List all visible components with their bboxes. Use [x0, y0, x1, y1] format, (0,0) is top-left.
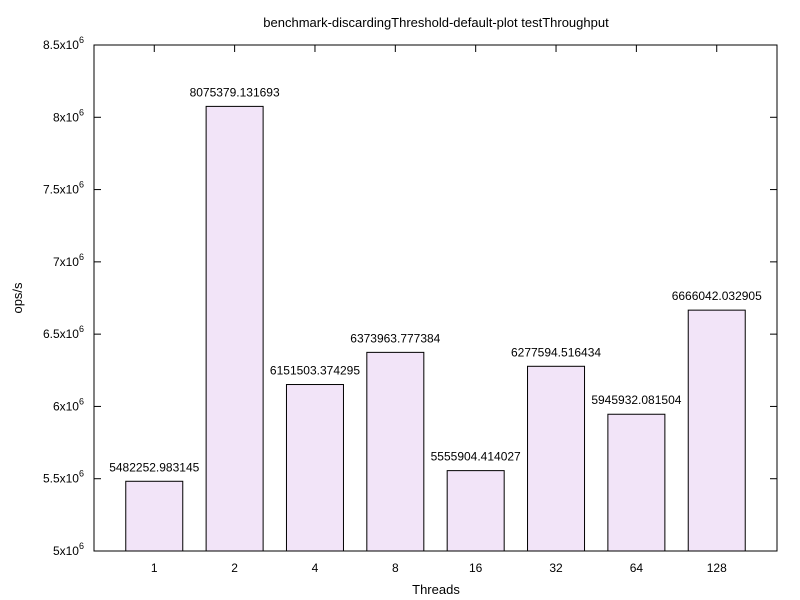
y-tick-mantissa: 8.5x10 — [43, 38, 79, 52]
bars — [125, 105, 746, 552]
y-tick-exponent: 6 — [79, 35, 84, 45]
bar-value-label: 6373963.777384 — [350, 331, 440, 345]
y-tick-label: 5.5x106 — [43, 469, 84, 486]
bar-value-label: 6666042.032905 — [672, 289, 762, 303]
bar-threads-128 — [687, 309, 746, 552]
bar-threads-1 — [125, 480, 184, 552]
y-tick-exponent: 6 — [79, 324, 84, 334]
bar-value-label: 5555904.414027 — [431, 450, 521, 464]
x-tick-label: 128 — [707, 561, 727, 575]
bar-threads-2 — [205, 105, 264, 552]
bar-value-label: 5945932.081504 — [591, 393, 681, 407]
bar-threads-4 — [285, 384, 344, 552]
bar-threads-32 — [527, 365, 586, 552]
x-tick-label: 64 — [630, 561, 644, 575]
bar-threads-64 — [607, 413, 666, 552]
y-tick-exponent: 6 — [79, 396, 84, 406]
y-tick-mantissa: 5x10 — [53, 544, 79, 558]
y-tick-exponent: 6 — [79, 180, 84, 190]
y-tick-mantissa: 8x10 — [53, 110, 79, 124]
y-tick-label: 6.5x106 — [43, 324, 84, 341]
y-tick-label: 7.5x106 — [43, 180, 84, 197]
y-tick-exponent: 6 — [79, 469, 84, 479]
bar-value-labels: 5482252.983145 8075379.131693 6151503.3742… — [109, 85, 762, 474]
x-tick-label: 32 — [549, 561, 563, 575]
bar-value-label: 6277594.516434 — [511, 345, 601, 359]
y-axis-ticks: 5x1065.5x1066x1066.5x1067x1067.5x1068x10… — [43, 35, 777, 558]
bar-value-label: 5482252.983145 — [109, 460, 199, 474]
x-tick-label: 8 — [392, 561, 399, 575]
bar-threads-8 — [366, 351, 425, 552]
y-tick-label: 8x106 — [53, 107, 84, 124]
x-tick-label: 16 — [469, 561, 483, 575]
x-axis-ticks: 1 2 4 8 16 32 64 128 — [151, 45, 727, 575]
y-tick-label: 8.5x106 — [43, 35, 84, 52]
x-tick-label: 1 — [151, 561, 158, 575]
bar-value-label: 6151503.374295 — [270, 364, 360, 378]
bar-threads-16 — [446, 470, 505, 552]
y-tick-exponent: 6 — [79, 541, 84, 551]
y-tick-mantissa: 5.5x10 — [43, 472, 79, 486]
x-tick-label: 2 — [231, 561, 238, 575]
x-tick-label: 4 — [312, 561, 319, 575]
x-axis-label: Threads — [412, 582, 460, 597]
y-tick-mantissa: 6x10 — [53, 399, 79, 413]
y-tick-mantissa: 7x10 — [53, 255, 79, 269]
y-tick-exponent: 6 — [79, 107, 84, 117]
chart-title: benchmark-discardingThreshold-default-pl… — [263, 15, 609, 30]
y-tick-label: 7x106 — [53, 252, 84, 269]
y-axis-label: ops/s — [10, 282, 25, 314]
y-tick-label: 6x106 — [53, 396, 84, 413]
y-tick-mantissa: 7.5x10 — [43, 183, 79, 197]
bar-value-label: 8075379.131693 — [190, 85, 280, 99]
y-tick-mantissa: 6.5x10 — [43, 327, 79, 341]
plot-area-frame — [93, 44, 778, 552]
y-tick-exponent: 6 — [79, 252, 84, 262]
y-tick-label: 5x106 — [53, 541, 84, 558]
